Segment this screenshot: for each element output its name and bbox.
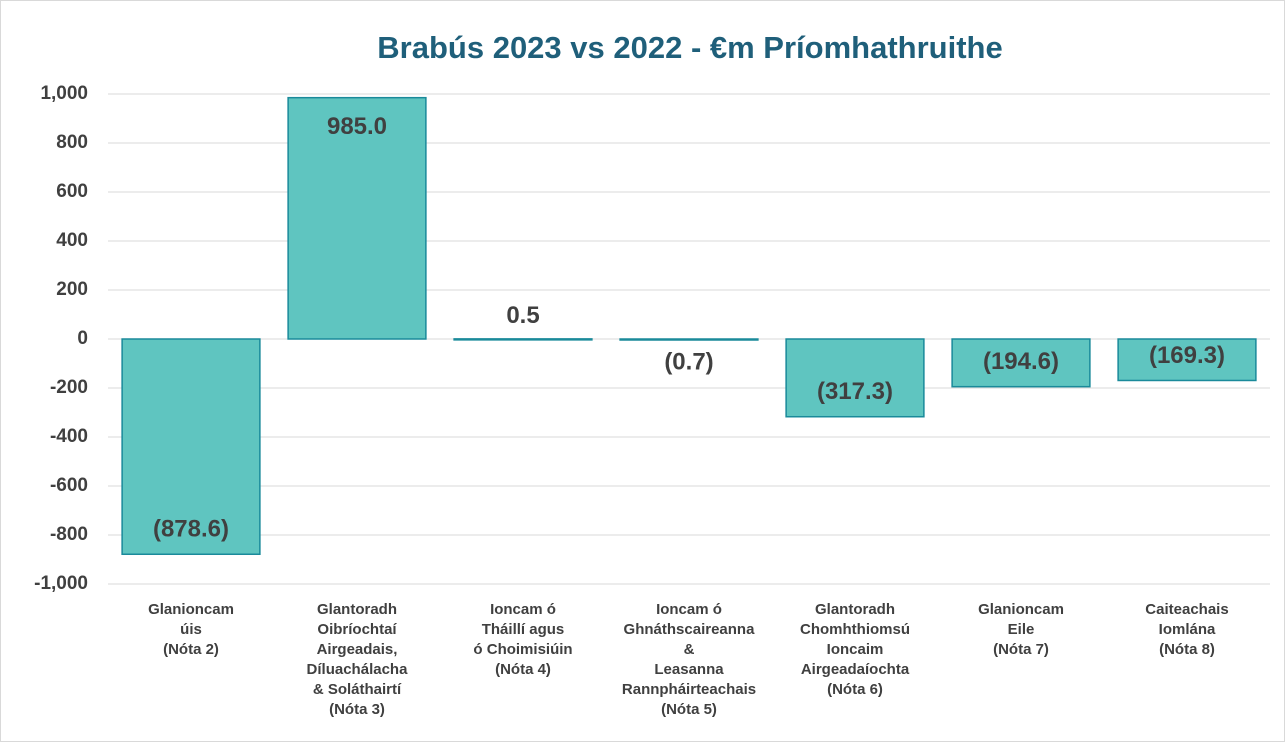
value-label: (878.6)	[153, 516, 229, 543]
y-tick-label: 0	[77, 328, 88, 349]
value-label: (317.3)	[817, 378, 893, 405]
x-tick-label: Ioncam ó Tháillí agus ó Choimisiúin (Nóta 4…	[473, 601, 572, 678]
x-tick-label: Glantoradh Oibríochtaí Airgeadais, Díluachá…	[307, 601, 409, 718]
y-tick-label: 800	[56, 132, 88, 153]
y-tick-label: -1,000	[34, 573, 88, 594]
x-tick-label: Glanioncam Eile (Nóta 7)	[978, 601, 1064, 658]
x-tick-label: Ioncam ó Ghnáthscaireanna & Leasanna Rannphá…	[622, 601, 756, 718]
value-label: (169.3)	[1149, 342, 1225, 369]
value-label: 985.0	[327, 113, 387, 140]
bar	[287, 96, 427, 340]
x-tick-label: Caiteachais Iomlána (Nóta 8)	[1145, 601, 1228, 658]
y-tick-label: 1,000	[40, 83, 88, 104]
chart-title: Brabús 2023 vs 2022 - €m Príomhathruithe	[377, 30, 1002, 65]
x-tick-label: Glanioncam úis (Nóta 2)	[148, 601, 234, 658]
bar	[619, 338, 759, 341]
bar	[1117, 338, 1257, 382]
y-tick-label: 200	[56, 279, 88, 300]
bar	[121, 338, 261, 556]
y-tick-label: 600	[56, 181, 88, 202]
y-tick-label: -200	[50, 377, 88, 398]
value-label: (0.7)	[664, 349, 713, 376]
y-tick-label: -600	[50, 475, 88, 496]
y-tick-label: -400	[50, 426, 88, 447]
y-tick-label: 400	[56, 230, 88, 251]
bar	[785, 338, 925, 418]
value-label: (194.6)	[983, 348, 1059, 375]
bar	[951, 338, 1091, 388]
y-tick-label: -800	[50, 524, 88, 545]
value-label: 0.5	[506, 302, 539, 329]
bar	[453, 338, 593, 341]
x-tick-label: Glantoradh Chomhthiomsú Ioncaim Airgeadaíoc…	[800, 601, 910, 698]
